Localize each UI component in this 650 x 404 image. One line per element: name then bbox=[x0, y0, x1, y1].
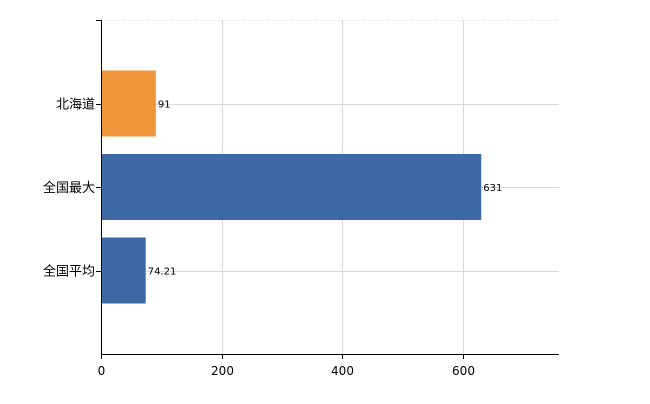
x-tick-label: 200 bbox=[211, 364, 234, 378]
bar-1 bbox=[101, 70, 156, 137]
bar-2 bbox=[101, 154, 482, 220]
bar-3 bbox=[101, 237, 146, 304]
x-tick-label: 0 bbox=[98, 364, 106, 378]
label-layer: 91 北海道 631 全国最大 74.21 全国平均 0 200 400 600 bbox=[43, 98, 502, 379]
bar-layer bbox=[101, 70, 482, 304]
data-label: 91 bbox=[158, 100, 171, 111]
y-tick-label: 北海道 bbox=[56, 98, 95, 113]
data-label: 631 bbox=[483, 183, 502, 194]
data-label: 74.21 bbox=[148, 267, 177, 278]
axis-layer bbox=[96, 20, 559, 359]
x-tick-label: 600 bbox=[452, 364, 475, 378]
y-tick-label: 全国最大 bbox=[43, 180, 95, 196]
x-tick-label: 400 bbox=[331, 364, 354, 378]
y-tick-label: 全国平均 bbox=[43, 264, 95, 280]
